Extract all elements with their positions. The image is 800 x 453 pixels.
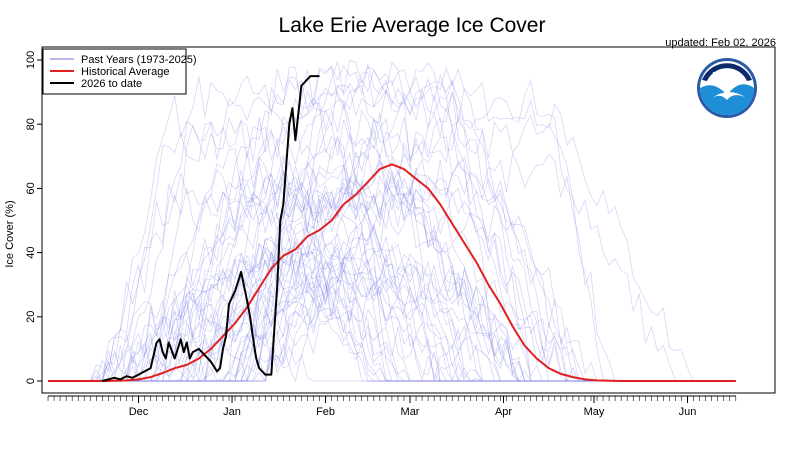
noaa-logo: NOAA [697, 58, 757, 118]
x-axis: Dec Jan Feb Mar Apr May Jun [47, 395, 737, 418]
legend-label-2026: 2026 to date [81, 78, 142, 90]
chart-title: Lake Erie Average Ice Cover [279, 14, 546, 37]
legend: Past Years (1973-2025) Historical Averag… [42, 48, 197, 95]
x-tick-label: Dec [129, 406, 149, 418]
x-tick-label: May [584, 406, 605, 418]
y-tick-label: 100 [25, 51, 37, 69]
y-tick-label: 60 [25, 182, 37, 194]
current-season-line [102, 75, 320, 382]
historical-average-line [48, 163, 736, 382]
legend-label-historical-average: Historical Average [81, 66, 169, 78]
y-tick-label: 20 [25, 311, 37, 323]
series-lines [48, 75, 736, 382]
y-tick-label: 0 [25, 378, 37, 384]
x-tick-label: Feb [316, 406, 335, 418]
x-tick-label: Jun [679, 406, 697, 418]
noaa-logo-text: NOAA [712, 71, 741, 82]
plot-area-border [41, 46, 776, 394]
y-axis: 0 20 40 60 80 100 [25, 51, 42, 384]
y-tick-label: 80 [25, 118, 37, 130]
x-tick-label: Mar [401, 406, 420, 418]
legend-label-past-years: Past Years (1973-2025) [81, 54, 197, 66]
x-tick-label: Jan [223, 406, 241, 418]
y-axis-label: Ice Cover (%) [4, 200, 16, 267]
y-tick-label: 40 [25, 246, 37, 258]
updated-date: updated: Feb 02, 2026 [665, 37, 776, 49]
past-year-line [48, 114, 736, 382]
past-year-line [48, 91, 736, 382]
x-tick-label: Apr [495, 406, 512, 418]
